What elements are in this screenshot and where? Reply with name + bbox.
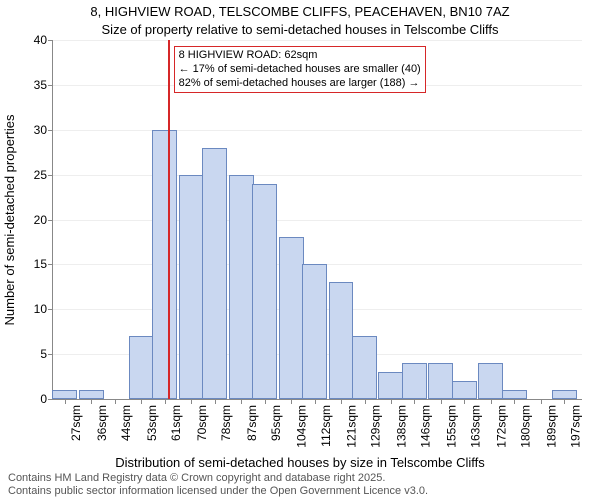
histogram-bar xyxy=(552,390,577,399)
histogram-bar xyxy=(428,363,453,399)
ytick-mark xyxy=(48,354,53,355)
ytick-label: 0 xyxy=(7,392,47,406)
histogram-bar xyxy=(452,381,477,399)
xtick-mark xyxy=(514,399,515,404)
chart-container: 8, HIGHVIEW ROAD, TELSCOMBE CLIFFS, PEAC… xyxy=(0,0,600,500)
xtick-label: 155sqm xyxy=(445,405,459,448)
xtick-label: 172sqm xyxy=(495,405,509,448)
xtick-mark xyxy=(215,399,216,404)
annotation-text: 8 HIGHVIEW ROAD: 62sqm xyxy=(179,49,421,63)
xtick-label: 129sqm xyxy=(369,405,383,448)
title-line-2: Size of property relative to semi-detach… xyxy=(0,22,600,37)
reference-line xyxy=(168,40,170,399)
histogram-bar xyxy=(402,363,427,399)
xtick-mark xyxy=(165,399,166,404)
title-line-1: 8, HIGHVIEW ROAD, TELSCOMBE CLIFFS, PEAC… xyxy=(0,4,600,19)
xtick-mark xyxy=(491,399,492,404)
footer-line-2: Contains public sector information licen… xyxy=(8,485,428,498)
ytick-label: 20 xyxy=(7,213,47,227)
histogram-bar xyxy=(179,175,204,399)
xtick-label: 112sqm xyxy=(319,405,333,447)
gridline xyxy=(53,40,582,41)
xtick-mark xyxy=(464,399,465,404)
histogram-bar xyxy=(352,336,377,399)
xtick-mark xyxy=(191,399,192,404)
xtick-mark xyxy=(115,399,116,404)
histogram-bar xyxy=(378,372,403,399)
xtick-mark xyxy=(315,399,316,404)
histogram-bar xyxy=(202,148,227,399)
xtick-mark xyxy=(564,399,565,404)
xtick-label: 61sqm xyxy=(169,405,183,441)
histogram-bar xyxy=(252,184,277,399)
ytick-label: 10 xyxy=(7,302,47,316)
xtick-mark xyxy=(414,399,415,404)
histogram-bar xyxy=(52,390,77,399)
xtick-label: 189sqm xyxy=(545,405,559,448)
histogram-bar xyxy=(329,282,354,399)
xtick-label: 197sqm xyxy=(568,405,582,448)
xtick-mark xyxy=(241,399,242,404)
gridline xyxy=(53,175,582,176)
xtick-label: 44sqm xyxy=(119,405,133,441)
xtick-mark xyxy=(441,399,442,404)
xtick-mark xyxy=(391,399,392,404)
plot-area: 8 HIGHVIEW ROAD: 62sqm← 17% of semi-deta… xyxy=(52,40,582,400)
histogram-bar xyxy=(279,237,304,399)
ytick-mark xyxy=(48,309,53,310)
histogram-bar xyxy=(79,390,104,399)
histogram-bar xyxy=(478,363,503,399)
annotation-text: ← 17% of semi-detached houses are smalle… xyxy=(179,63,421,77)
gridline xyxy=(53,220,582,221)
xtick-mark xyxy=(341,399,342,404)
ytick-label: 25 xyxy=(7,168,47,182)
xtick-label: 146sqm xyxy=(418,405,432,448)
xtick-mark xyxy=(541,399,542,404)
ytick-mark xyxy=(48,264,53,265)
xtick-label: 36sqm xyxy=(95,405,109,441)
gridline xyxy=(53,130,582,131)
xtick-mark xyxy=(65,399,66,404)
ytick-mark xyxy=(48,85,53,86)
xtick-mark xyxy=(265,399,266,404)
xtick-mark xyxy=(141,399,142,404)
annotation-text: 82% of semi-detached houses are larger (… xyxy=(179,77,421,91)
xtick-label: 95sqm xyxy=(269,405,283,441)
histogram-bar xyxy=(302,264,327,399)
xtick-label: 104sqm xyxy=(295,405,309,448)
footer-line-1: Contains HM Land Registry data © Crown c… xyxy=(8,472,428,485)
xtick-label: 87sqm xyxy=(245,405,259,441)
ytick-mark xyxy=(48,399,53,400)
ytick-label: 35 xyxy=(7,78,47,92)
histogram-bar xyxy=(502,390,527,399)
xtick-label: 27sqm xyxy=(69,405,83,441)
xtick-label: 78sqm xyxy=(219,405,233,441)
xtick-label: 53sqm xyxy=(145,405,159,441)
x-axis-label: Distribution of semi-detached houses by … xyxy=(0,455,600,470)
ytick-mark xyxy=(48,40,53,41)
ytick-mark xyxy=(48,130,53,131)
footer-attribution: Contains HM Land Registry data © Crown c… xyxy=(8,472,428,498)
xtick-label: 163sqm xyxy=(468,405,482,448)
xtick-label: 180sqm xyxy=(518,405,532,448)
ytick-label: 5 xyxy=(7,347,47,361)
xtick-label: 121sqm xyxy=(345,405,359,448)
ytick-label: 40 xyxy=(7,33,47,47)
xtick-label: 70sqm xyxy=(195,405,209,441)
xtick-mark xyxy=(91,399,92,404)
xtick-label: 138sqm xyxy=(395,405,409,448)
histogram-bar xyxy=(129,336,154,399)
xtick-mark xyxy=(365,399,366,404)
ytick-label: 15 xyxy=(7,257,47,271)
ytick-mark xyxy=(48,175,53,176)
ytick-label: 30 xyxy=(7,123,47,137)
xtick-mark xyxy=(291,399,292,404)
ytick-mark xyxy=(48,220,53,221)
histogram-bar xyxy=(229,175,254,399)
histogram-bar xyxy=(152,130,177,399)
annotation-box: 8 HIGHVIEW ROAD: 62sqm← 17% of semi-deta… xyxy=(174,46,426,93)
